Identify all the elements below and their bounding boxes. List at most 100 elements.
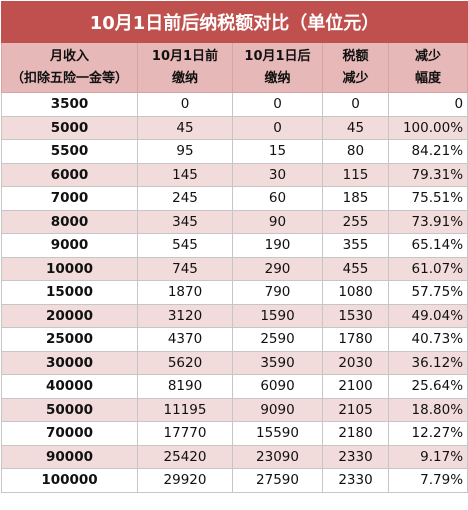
cell-after: 6090 (232, 374, 323, 399)
table-row: 50000 11195 9090 2105 18.80% (1, 397, 468, 422)
header-income: 月收入 （扣除五险一金等） (1, 42, 138, 93)
table-row: 3500 0 0 0 0 (1, 92, 468, 117)
cell-before: 145 (137, 162, 233, 187)
cell-reduction: 2100 (322, 374, 389, 399)
header-income-line1: 月收入 (49, 48, 89, 64)
cell-before: 3120 (137, 303, 233, 328)
header-rate-line1: 减少 (415, 48, 442, 64)
cell-after: 0 (232, 115, 323, 140)
cell-income: 30000 (1, 350, 138, 375)
cell-rate: 57.75% (387, 280, 468, 305)
cell-income: 50000 (1, 397, 138, 422)
cell-before: 11195 (137, 397, 233, 422)
header-income-line2: （扣除五险一金等） (10, 70, 128, 86)
cell-income: 70000 (1, 421, 138, 446)
header-before-line1: 10月1日前 (151, 48, 219, 64)
header-after-line1: 10月1日后 (244, 48, 311, 64)
cell-reduction: 355 (322, 233, 389, 258)
cell-rate: 65.14% (387, 233, 468, 258)
cell-after: 290 (232, 256, 323, 281)
cell-after: 23090 (232, 444, 323, 469)
cell-after: 60 (232, 186, 323, 211)
cell-reduction: 1530 (322, 303, 389, 328)
table-row: 100000 29920 27590 2330 7.79% (1, 468, 468, 493)
cell-after: 1590 (232, 303, 323, 328)
cell-before: 0 (137, 92, 233, 117)
cell-after: 790 (232, 280, 323, 305)
cell-income: 5000 (1, 115, 138, 140)
table-title: 10月1日前后纳税额对比（单位元） (0, 1, 468, 43)
table-row: 6000 145 30 115 79.31% (1, 162, 468, 187)
cell-rate: 0 (387, 92, 468, 117)
cell-reduction: 455 (322, 256, 389, 281)
cell-rate: 18.80% (387, 397, 468, 422)
header-before: 10月1日前 缴纳 (137, 42, 233, 93)
header-after: 10月1日后 缴纳 (232, 42, 323, 93)
cell-before: 5620 (137, 350, 233, 375)
cell-reduction: 2330 (322, 444, 389, 469)
cell-rate: 40.73% (387, 327, 468, 352)
table-row: 9000 545 190 355 65.14% (1, 233, 468, 258)
cell-before: 745 (137, 256, 233, 281)
header-row: 月收入 （扣除五险一金等） 10月1日前 缴纳 10月1日后 缴纳 税额 减少 … (1, 42, 468, 93)
header-reduction: 税额 减少 (322, 42, 389, 93)
cell-income: 100000 (1, 468, 138, 493)
table-row: 5000 45 0 45 100.00% (1, 115, 468, 140)
cell-reduction: 2030 (322, 350, 389, 375)
cell-after: 190 (232, 233, 323, 258)
header-rate-line2: 幅度 (415, 70, 442, 86)
cell-before: 45 (137, 115, 233, 140)
title-row: 10月1日前后纳税额对比（单位元） (0, 1, 468, 43)
cell-income: 10000 (1, 256, 138, 281)
cell-income: 5500 (1, 139, 138, 164)
header-after-line2: 缴纳 (264, 70, 291, 86)
cell-rate: 9.17% (387, 444, 468, 469)
cell-before: 25420 (137, 444, 233, 469)
cell-rate: 100.00% (387, 115, 468, 140)
cell-rate: 7.79% (387, 468, 468, 493)
cell-rate: 49.04% (387, 303, 468, 328)
cell-before: 8190 (137, 374, 233, 399)
table-row: 70000 17770 15590 2180 12.27% (1, 421, 468, 446)
table-row: 7000 245 60 185 75.51% (1, 186, 468, 211)
table-row: 10000 745 290 455 61.07% (1, 256, 468, 281)
cell-rate: 73.91% (387, 209, 468, 234)
cell-before: 245 (137, 186, 233, 211)
cell-rate: 25.64% (387, 374, 468, 399)
cell-reduction: 2330 (322, 468, 389, 493)
table-row: 30000 5620 3590 2030 36.12% (1, 350, 468, 375)
cell-reduction: 2180 (322, 421, 389, 446)
cell-rate: 79.31% (387, 162, 468, 187)
cell-rate: 75.51% (387, 186, 468, 211)
cell-before: 345 (137, 209, 233, 234)
cell-after: 27590 (232, 468, 323, 493)
cell-income: 15000 (1, 280, 138, 305)
header-rate: 减少 幅度 (387, 42, 468, 93)
cell-income: 3500 (1, 92, 138, 117)
cell-reduction: 80 (322, 139, 389, 164)
cell-reduction: 1780 (322, 327, 389, 352)
table-row: 20000 3120 1590 1530 49.04% (1, 303, 468, 328)
cell-after: 15 (232, 139, 323, 164)
cell-rate: 61.07% (387, 256, 468, 281)
table-row: 40000 8190 6090 2100 25.64% (1, 374, 468, 399)
cell-reduction: 45 (322, 115, 389, 140)
cell-before: 545 (137, 233, 233, 258)
cell-income: 6000 (1, 162, 138, 187)
cell-reduction: 115 (322, 162, 389, 187)
cell-rate: 12.27% (387, 421, 468, 446)
cell-after: 15590 (232, 421, 323, 446)
cell-after: 30 (232, 162, 323, 187)
cell-after: 9090 (232, 397, 323, 422)
header-reduction-line1: 税额 (342, 48, 369, 64)
header-reduction-line2: 减少 (342, 70, 369, 86)
table-row: 90000 25420 23090 2330 9.17% (1, 444, 468, 469)
table-row: 15000 1870 790 1080 57.75% (1, 280, 468, 305)
cell-after: 3590 (232, 350, 323, 375)
cell-income: 25000 (1, 327, 138, 352)
cell-income: 20000 (1, 303, 138, 328)
cell-after: 0 (232, 92, 323, 117)
cell-before: 1870 (137, 280, 233, 305)
cell-reduction: 185 (322, 186, 389, 211)
